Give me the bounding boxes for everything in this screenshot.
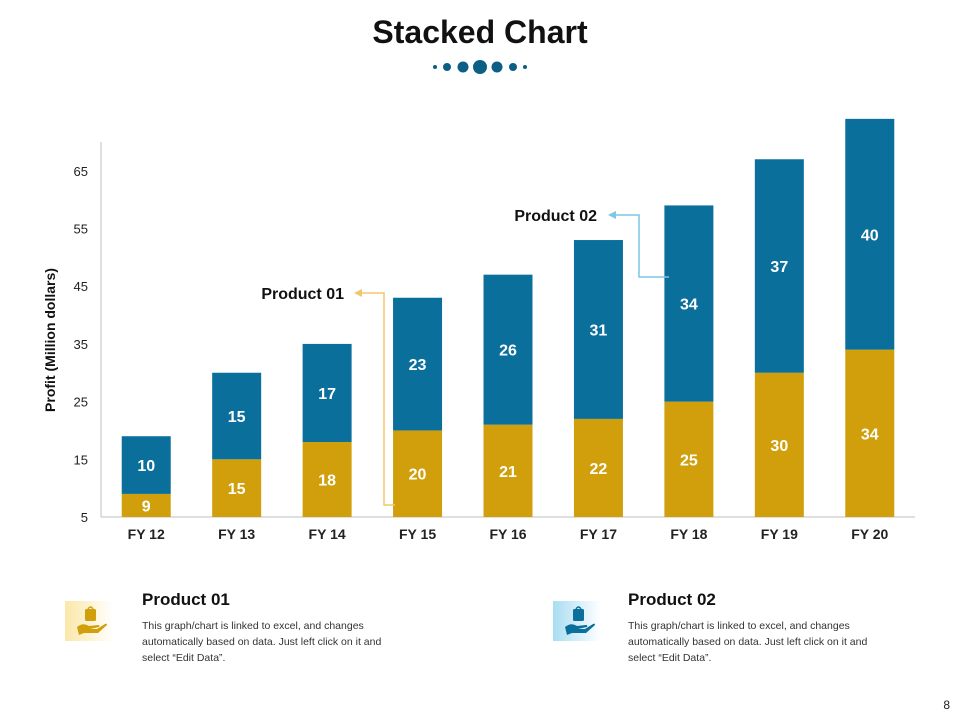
legend-product-02: Product 02 This graph/chart is linked to…: [628, 590, 888, 666]
bar-product-01: [302, 441, 352, 517]
y-tick-label: 35: [74, 337, 88, 352]
bar-product-01: [483, 424, 533, 517]
data-label: 25: [680, 452, 698, 469]
y-tick-label: 55: [74, 222, 88, 237]
dot: [433, 65, 437, 69]
page-number: 8: [943, 698, 950, 712]
legend-description: This graph/chart is linked to excel, and…: [628, 620, 868, 664]
callout-arrow-product-01: [354, 289, 362, 297]
stacked-bar-chart: Profit (Million dollars) 5 15 25 35 45 55 65 9 1…: [42, 118, 915, 542]
bar-product-01: [845, 349, 895, 517]
data-label: 31: [590, 322, 608, 339]
bar-product-01: [573, 418, 623, 517]
data-label: 30: [770, 438, 788, 455]
bar-product-02: [754, 159, 804, 373]
dot: [523, 65, 527, 69]
data-label: 15: [228, 409, 246, 426]
data-label: 37: [770, 259, 788, 276]
legend-title: Product 01: [142, 590, 230, 609]
data-label: 23: [409, 357, 427, 374]
legend-product-01: Product 01 This graph/chart is linked to…: [142, 590, 402, 666]
data-label: 21: [499, 464, 517, 481]
y-tick-label: 25: [74, 395, 88, 410]
dot: [443, 63, 451, 71]
data-label: 34: [861, 426, 879, 443]
callout-arrow-product-02: [608, 211, 616, 219]
callout-label-product-01: Product 01: [261, 286, 344, 303]
x-tick-label: FY 17: [580, 526, 617, 542]
data-label: 10: [137, 458, 155, 475]
x-tick-label: FY 20: [851, 526, 888, 542]
bar-product-02: [302, 343, 352, 442]
bar-product-02: [573, 240, 623, 419]
data-label: 34: [680, 297, 698, 314]
data-label: 26: [499, 343, 517, 360]
dot: [473, 60, 487, 74]
bar-product-02: [212, 372, 262, 460]
x-tick-label: FY 19: [761, 526, 798, 542]
dot: [509, 63, 517, 71]
y-tick-label: 65: [74, 164, 88, 179]
legend-title: Product 02: [628, 590, 716, 609]
dot: [491, 61, 503, 73]
x-tick-label: FY 14: [309, 526, 346, 542]
bar-product-01: [121, 493, 171, 517]
y-tick-label: 45: [74, 279, 88, 294]
title-dots-decoration: [433, 60, 527, 74]
callouts: Product 01 Product 02: [261, 208, 669, 506]
data-label: 9: [142, 498, 151, 515]
x-tick-label: FY 15: [399, 526, 436, 542]
callout-label-product-02: Product 02: [514, 208, 597, 225]
x-tick-label: FY 12: [128, 526, 165, 542]
bar-product-02: [393, 297, 443, 431]
page-title: Stacked Chart: [372, 14, 588, 50]
data-label: 40: [861, 227, 879, 244]
bar-product-02: [845, 118, 895, 350]
product-01-icon: [65, 601, 113, 641]
bar-product-01: [754, 372, 804, 517]
x-tick-label: FY 18: [670, 526, 707, 542]
callout-line-product-01: [356, 292, 395, 506]
bar-product-01: [212, 459, 262, 517]
callout-line-product-02: [610, 214, 669, 278]
data-label: 17: [318, 386, 336, 403]
bar-product-02: [121, 436, 171, 494]
x-tick-label: FY 13: [218, 526, 255, 542]
dot: [457, 61, 469, 73]
legend-description: This graph/chart is linked to excel, and…: [142, 620, 382, 664]
product-02-icon: [553, 601, 601, 641]
bar-product-01: [393, 430, 443, 517]
data-label: 22: [590, 461, 608, 478]
y-tick-label: 5: [81, 510, 88, 525]
bar-product-02: [483, 274, 533, 425]
bar-product-01: [664, 401, 714, 517]
x-tick-label: FY 16: [489, 526, 526, 542]
bar-product-02: [664, 205, 714, 402]
data-label: 20: [409, 467, 427, 484]
y-axis-title: Profit (Million dollars): [42, 268, 58, 412]
data-label: 15: [228, 481, 246, 498]
y-tick-label: 15: [74, 452, 88, 467]
data-label: 18: [318, 472, 336, 489]
